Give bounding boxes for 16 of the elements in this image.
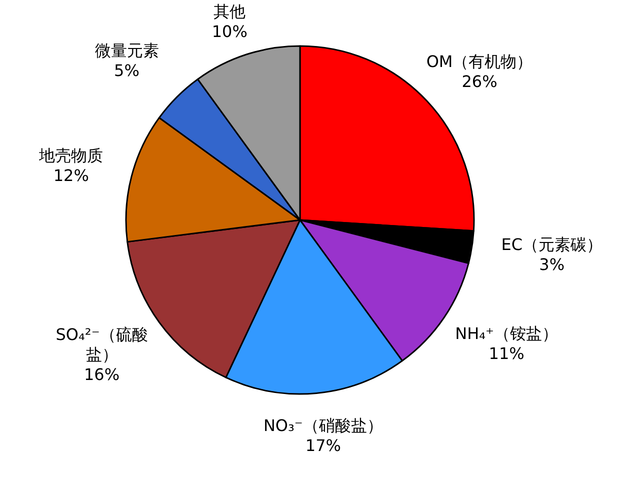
data-label: 17% [304,436,342,456]
slice-label: OM（有机物） [425,52,534,72]
slice-label: 微量元素 [94,40,160,61]
slice-label: SO₄²⁻（硫酸盐） [54,324,149,365]
slice-label: NO₃⁻（硝酸盐） [262,416,384,436]
data-label: 3% [538,255,566,276]
data-label: 16% [83,364,121,385]
data-label: 5% [113,60,140,81]
data-label: 12% [52,166,90,186]
data-label: 11% [488,344,526,364]
data-label: 10% [210,22,248,42]
data-label: 26% [460,72,498,92]
slice-label: 其他 [212,2,247,22]
slice-label: 地壳物质 [38,146,104,166]
slice-label: EC（元素碳） [500,235,604,256]
slice-label: NH₄⁺（铵盐） [454,324,559,344]
